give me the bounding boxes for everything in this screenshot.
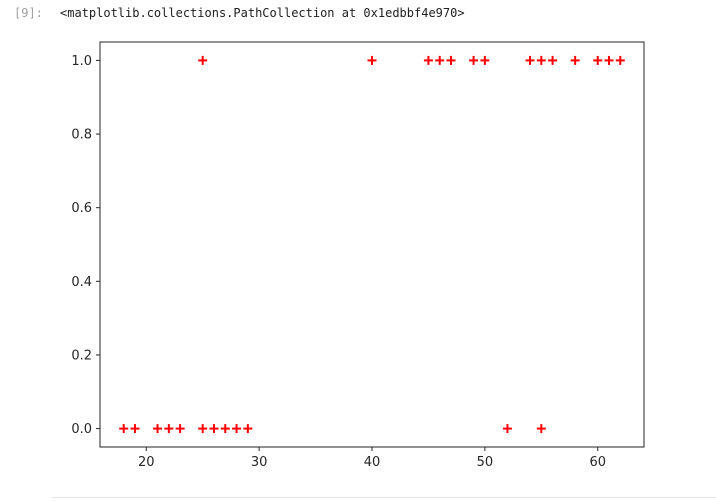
data-point (175, 424, 185, 434)
data-point (232, 424, 242, 434)
output-prompt: [9]: (14, 6, 43, 20)
data-point (130, 424, 140, 434)
x-tick-label: 20 (138, 455, 155, 470)
data-point (119, 424, 129, 434)
data-point (502, 424, 512, 434)
data-point (469, 55, 479, 65)
data-point (593, 55, 603, 65)
data-point (423, 55, 433, 65)
data-point (536, 424, 546, 434)
plot-frame (99, 41, 645, 448)
data-point (220, 424, 230, 434)
data-point (525, 55, 535, 65)
data-point (604, 55, 614, 65)
data-point (367, 55, 377, 65)
data-point (536, 55, 546, 65)
data-point (164, 424, 174, 434)
x-tick-label: 60 (589, 455, 606, 470)
y-tick-label: 0.0 (71, 422, 92, 437)
y-tick-label: 0.8 (71, 128, 92, 143)
x-tick-label: 40 (364, 455, 381, 470)
data-point (153, 424, 163, 434)
y-tick-label: 0.4 (71, 275, 92, 290)
data-point (548, 55, 558, 65)
data-point (435, 55, 445, 65)
data-point (480, 55, 490, 65)
y-tick-label: 1.0 (71, 54, 92, 69)
data-point (446, 55, 456, 65)
y-tick-label: 0.2 (71, 348, 92, 363)
x-tick-label: 30 (251, 455, 268, 470)
data-point (209, 424, 219, 434)
data-point (615, 55, 625, 65)
data-point (570, 55, 580, 65)
data-point (198, 55, 208, 65)
output-text: <matplotlib.collections.PathCollection a… (60, 6, 465, 20)
data-point (198, 424, 208, 434)
y-tick-label: 0.6 (71, 201, 92, 216)
x-tick-label: 50 (477, 455, 494, 470)
data-point (243, 424, 253, 434)
cell-divider (52, 497, 716, 498)
